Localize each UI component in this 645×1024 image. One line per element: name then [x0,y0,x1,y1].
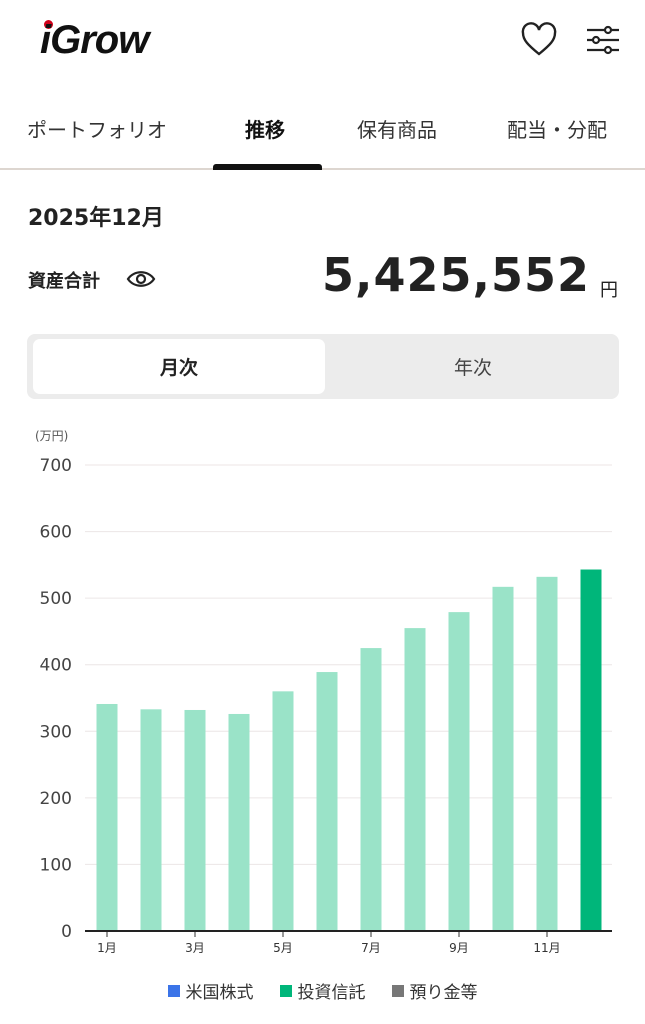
monthly-button[interactable]: 月次 [33,339,325,394]
logo-dot [44,20,53,29]
bar-5月 [272,691,294,931]
bar-11月 [536,576,558,931]
y-tick-label: 400 [40,656,72,676]
period-toggle: 月次 年次 [27,334,619,399]
currency-unit: 円 [600,280,618,301]
y-tick-label: 0 [61,922,72,942]
x-tick-label: 11月 [533,941,560,955]
legend-swatch [391,984,404,997]
total-assets-value: 5,425,552 [322,248,590,302]
bar-1月 [96,703,118,931]
chart-legend: 米国株式 投資信託 預り金等 [0,978,645,1003]
legend-label: 投資信託 [297,983,366,1003]
y-axis-unit: (万円) [35,429,69,443]
x-tick-label: 5月 [273,941,293,955]
x-tick-label: 9月 [449,941,469,955]
y-tick-label: 100 [40,855,72,875]
tab-portfolio[interactable]: ポートフォリオ [27,118,167,142]
period-date: 2025年12月 [28,206,164,231]
bar-7月 [360,648,382,931]
filter-sliders-icon[interactable] [585,24,621,56]
legend-label: 米国株式 [185,983,254,1003]
igrow-logo: iGrow [40,18,149,62]
legend-swatch [167,984,180,997]
bar-2月 [140,709,162,931]
y-tick-label: 700 [40,456,72,476]
bar-8月 [404,628,426,931]
y-tick-label: 300 [40,722,72,742]
eye-icon[interactable] [126,268,156,290]
bar-6月 [316,672,338,931]
asset-bar-chart: 0 100 200 300 400 500 600 700 1月 3月 5月 7月 9月 11月 [40,456,612,955]
tab-bar: ポートフォリオ 推移 保有商品 配当・分配 [0,100,645,170]
x-tick-label: 3月 [185,941,205,955]
x-tick-label: 1月 [97,941,117,955]
bar-4月 [228,713,250,931]
total-assets-label: 資産合計 [28,271,100,292]
legend-deposits: 預り金等 [391,978,478,1003]
legend-swatch [279,984,292,997]
tab-transition[interactable]: 推移 [245,118,285,142]
y-tick-label: 200 [40,789,72,809]
bar-10月 [492,586,514,931]
bar-12月 [580,569,602,931]
bar-3月 [184,709,206,931]
y-tick-label: 500 [40,589,72,609]
legend-mutual-funds: 投資信託 [279,978,366,1003]
tab-holdings[interactable]: 保有商品 [357,118,437,142]
x-tick-label: 7月 [361,941,381,955]
legend-us-stocks: 米国株式 [167,978,254,1003]
yearly-button[interactable]: 年次 [453,357,492,379]
active-tab-indicator [213,164,322,170]
heart-icon[interactable] [520,22,558,58]
y-tick-label: 600 [40,523,72,543]
tab-dividends[interactable]: 配当・分配 [507,118,607,142]
bar-9月 [448,612,470,931]
legend-label: 預り金等 [409,983,478,1003]
